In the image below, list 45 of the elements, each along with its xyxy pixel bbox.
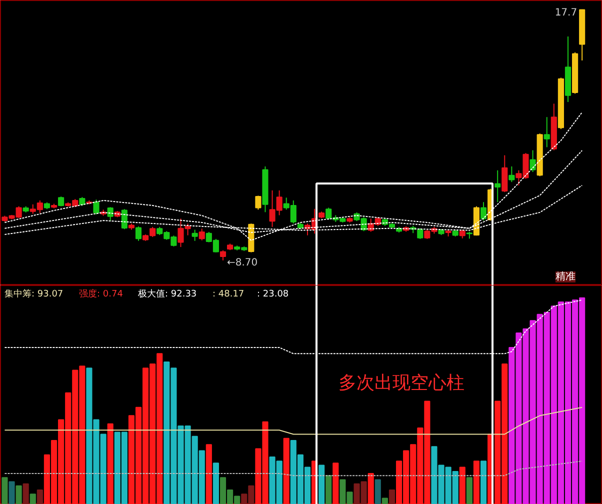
bar	[368, 473, 374, 504]
candlestick	[494, 170, 501, 203]
candlestick	[544, 116, 550, 148]
bar	[466, 477, 472, 504]
candlestick	[107, 206, 114, 222]
candlestick	[58, 196, 64, 207]
candlestick	[255, 195, 262, 210]
bar	[480, 460, 487, 504]
bar	[36, 490, 43, 504]
bar	[22, 483, 29, 504]
bar	[326, 475, 332, 504]
annotation: : 48.17	[212, 290, 244, 300]
annotation: 精准	[556, 270, 576, 282]
bar	[318, 464, 325, 504]
bar	[206, 444, 212, 504]
candlestick	[530, 150, 536, 172]
bar	[8, 481, 15, 504]
bar	[473, 460, 480, 504]
annotation: 多次出现空心柱	[338, 372, 464, 394]
candlestick	[192, 229, 198, 242]
annotation: ←8.70	[226, 257, 258, 268]
bar	[30, 494, 36, 504]
bar	[374, 479, 381, 504]
bar	[212, 462, 219, 504]
bar	[388, 490, 396, 504]
annotation: : 23.08	[257, 290, 289, 300]
candlestick	[93, 199, 100, 215]
bar	[283, 438, 290, 504]
annotation: 极大值: 92.33	[137, 288, 197, 300]
bar	[2, 477, 8, 504]
annotation: 强度: 0.74	[79, 288, 124, 300]
candlestick	[508, 166, 515, 183]
candlestick	[417, 228, 424, 240]
bar	[332, 462, 339, 504]
candlestick	[480, 202, 487, 222]
bar	[16, 485, 22, 504]
annotation: 集中筹: 93.07	[4, 288, 64, 300]
bar	[107, 423, 114, 504]
bar	[459, 466, 466, 504]
candlestick	[502, 154, 508, 193]
candlestick	[198, 228, 205, 241]
candlestick	[220, 250, 226, 261]
bar	[382, 498, 388, 504]
annotation: 17.7	[554, 7, 578, 18]
candlestick	[135, 226, 142, 242]
